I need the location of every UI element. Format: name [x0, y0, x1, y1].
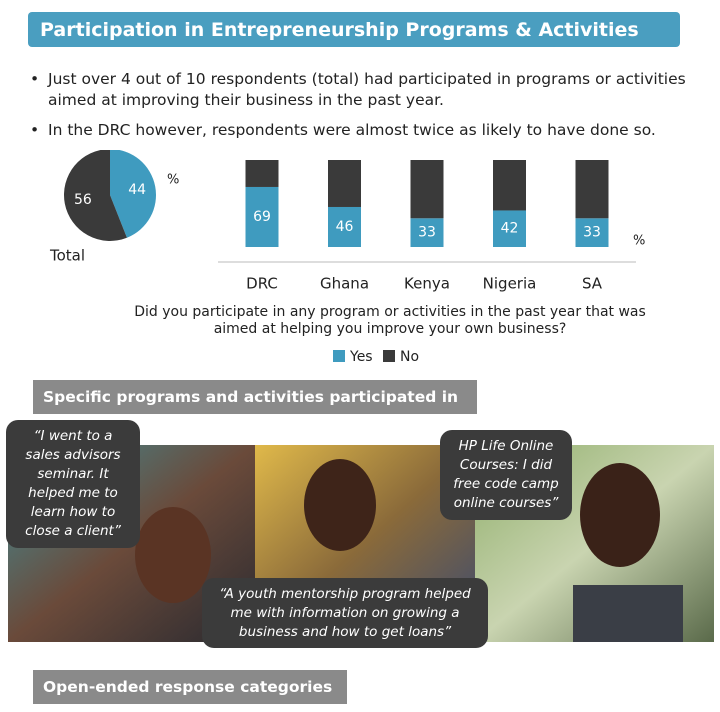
bullet: In the DRC however, respondents were alm…	[30, 120, 718, 141]
pie-label: Total	[49, 247, 85, 265]
data-label: 33	[583, 225, 601, 241]
bar-segment	[575, 160, 609, 219]
legend-label: Yes	[349, 349, 373, 365]
bar-segment	[493, 160, 526, 211]
header-title: Participation in Entrepreneurship Progra…	[40, 18, 639, 41]
bar-segment	[575, 218, 609, 247]
bar-segment	[245, 160, 279, 187]
section-banner: Open-ended response categories	[33, 670, 347, 704]
x-tick-label: DRC	[246, 275, 278, 293]
quote-box: “I went to a sales advisors seminar. It …	[6, 420, 140, 548]
x-tick-label: Nigeria	[483, 275, 537, 293]
quote-box: HP Life Online Courses: I did free code …	[440, 430, 572, 520]
bar-segment	[328, 160, 361, 207]
pie-slice	[110, 150, 156, 238]
bar-segment	[245, 186, 279, 247]
x-tick-label: Kenya	[404, 275, 450, 293]
x-tick-label: SA	[582, 275, 603, 293]
photo-figure	[135, 507, 211, 603]
unit-label: %	[167, 173, 179, 188]
charts: 44 56% Total 69 DRC 46 Ghana 33 Kenya 42 Nigeria 33…	[49, 150, 646, 365]
photo-figure	[304, 459, 376, 551]
header-banner: Participation in Entrepreneurship Progra…	[28, 12, 680, 47]
section-banner: Specific programs and activities partici…	[33, 380, 477, 414]
quote: HP Life Online Courses: I did free code …	[453, 438, 559, 511]
legend-swatch	[383, 350, 395, 362]
data-label: 46	[336, 219, 354, 235]
legend-swatch	[333, 350, 345, 362]
unit-label: %	[633, 234, 645, 249]
bar-segment	[410, 218, 444, 247]
bar-segment	[493, 210, 526, 247]
data-label: 42	[501, 221, 519, 237]
quote: “I went to a sales advisors seminar. It …	[25, 428, 121, 539]
legend-label: No	[400, 349, 419, 365]
bar-segment	[410, 160, 444, 219]
section-title: Specific programs and activities partici…	[43, 388, 459, 406]
section-title: Open-ended response categories	[43, 678, 333, 696]
bar-segment	[328, 206, 361, 247]
data-label: 56	[74, 192, 92, 208]
photo-figure	[573, 585, 683, 642]
bullet: Just over 4 out of 10 respondents (total…	[30, 69, 718, 111]
quote: “A youth mentorship program helped me wi…	[219, 585, 471, 640]
data-label: 44	[128, 182, 146, 198]
data-label: 69	[253, 209, 271, 225]
photo-figure	[580, 463, 660, 567]
x-axis-label: Did you participate in any program or ac…	[134, 304, 646, 337]
data-label: 33	[418, 225, 436, 241]
x-axis-label-box: Did you participate in any program or ac…	[134, 304, 646, 337]
x-tick-label: Ghana	[320, 275, 369, 293]
pie-slice	[64, 150, 127, 241]
quote-box: “A youth mentorship program helped me wi…	[202, 578, 488, 648]
